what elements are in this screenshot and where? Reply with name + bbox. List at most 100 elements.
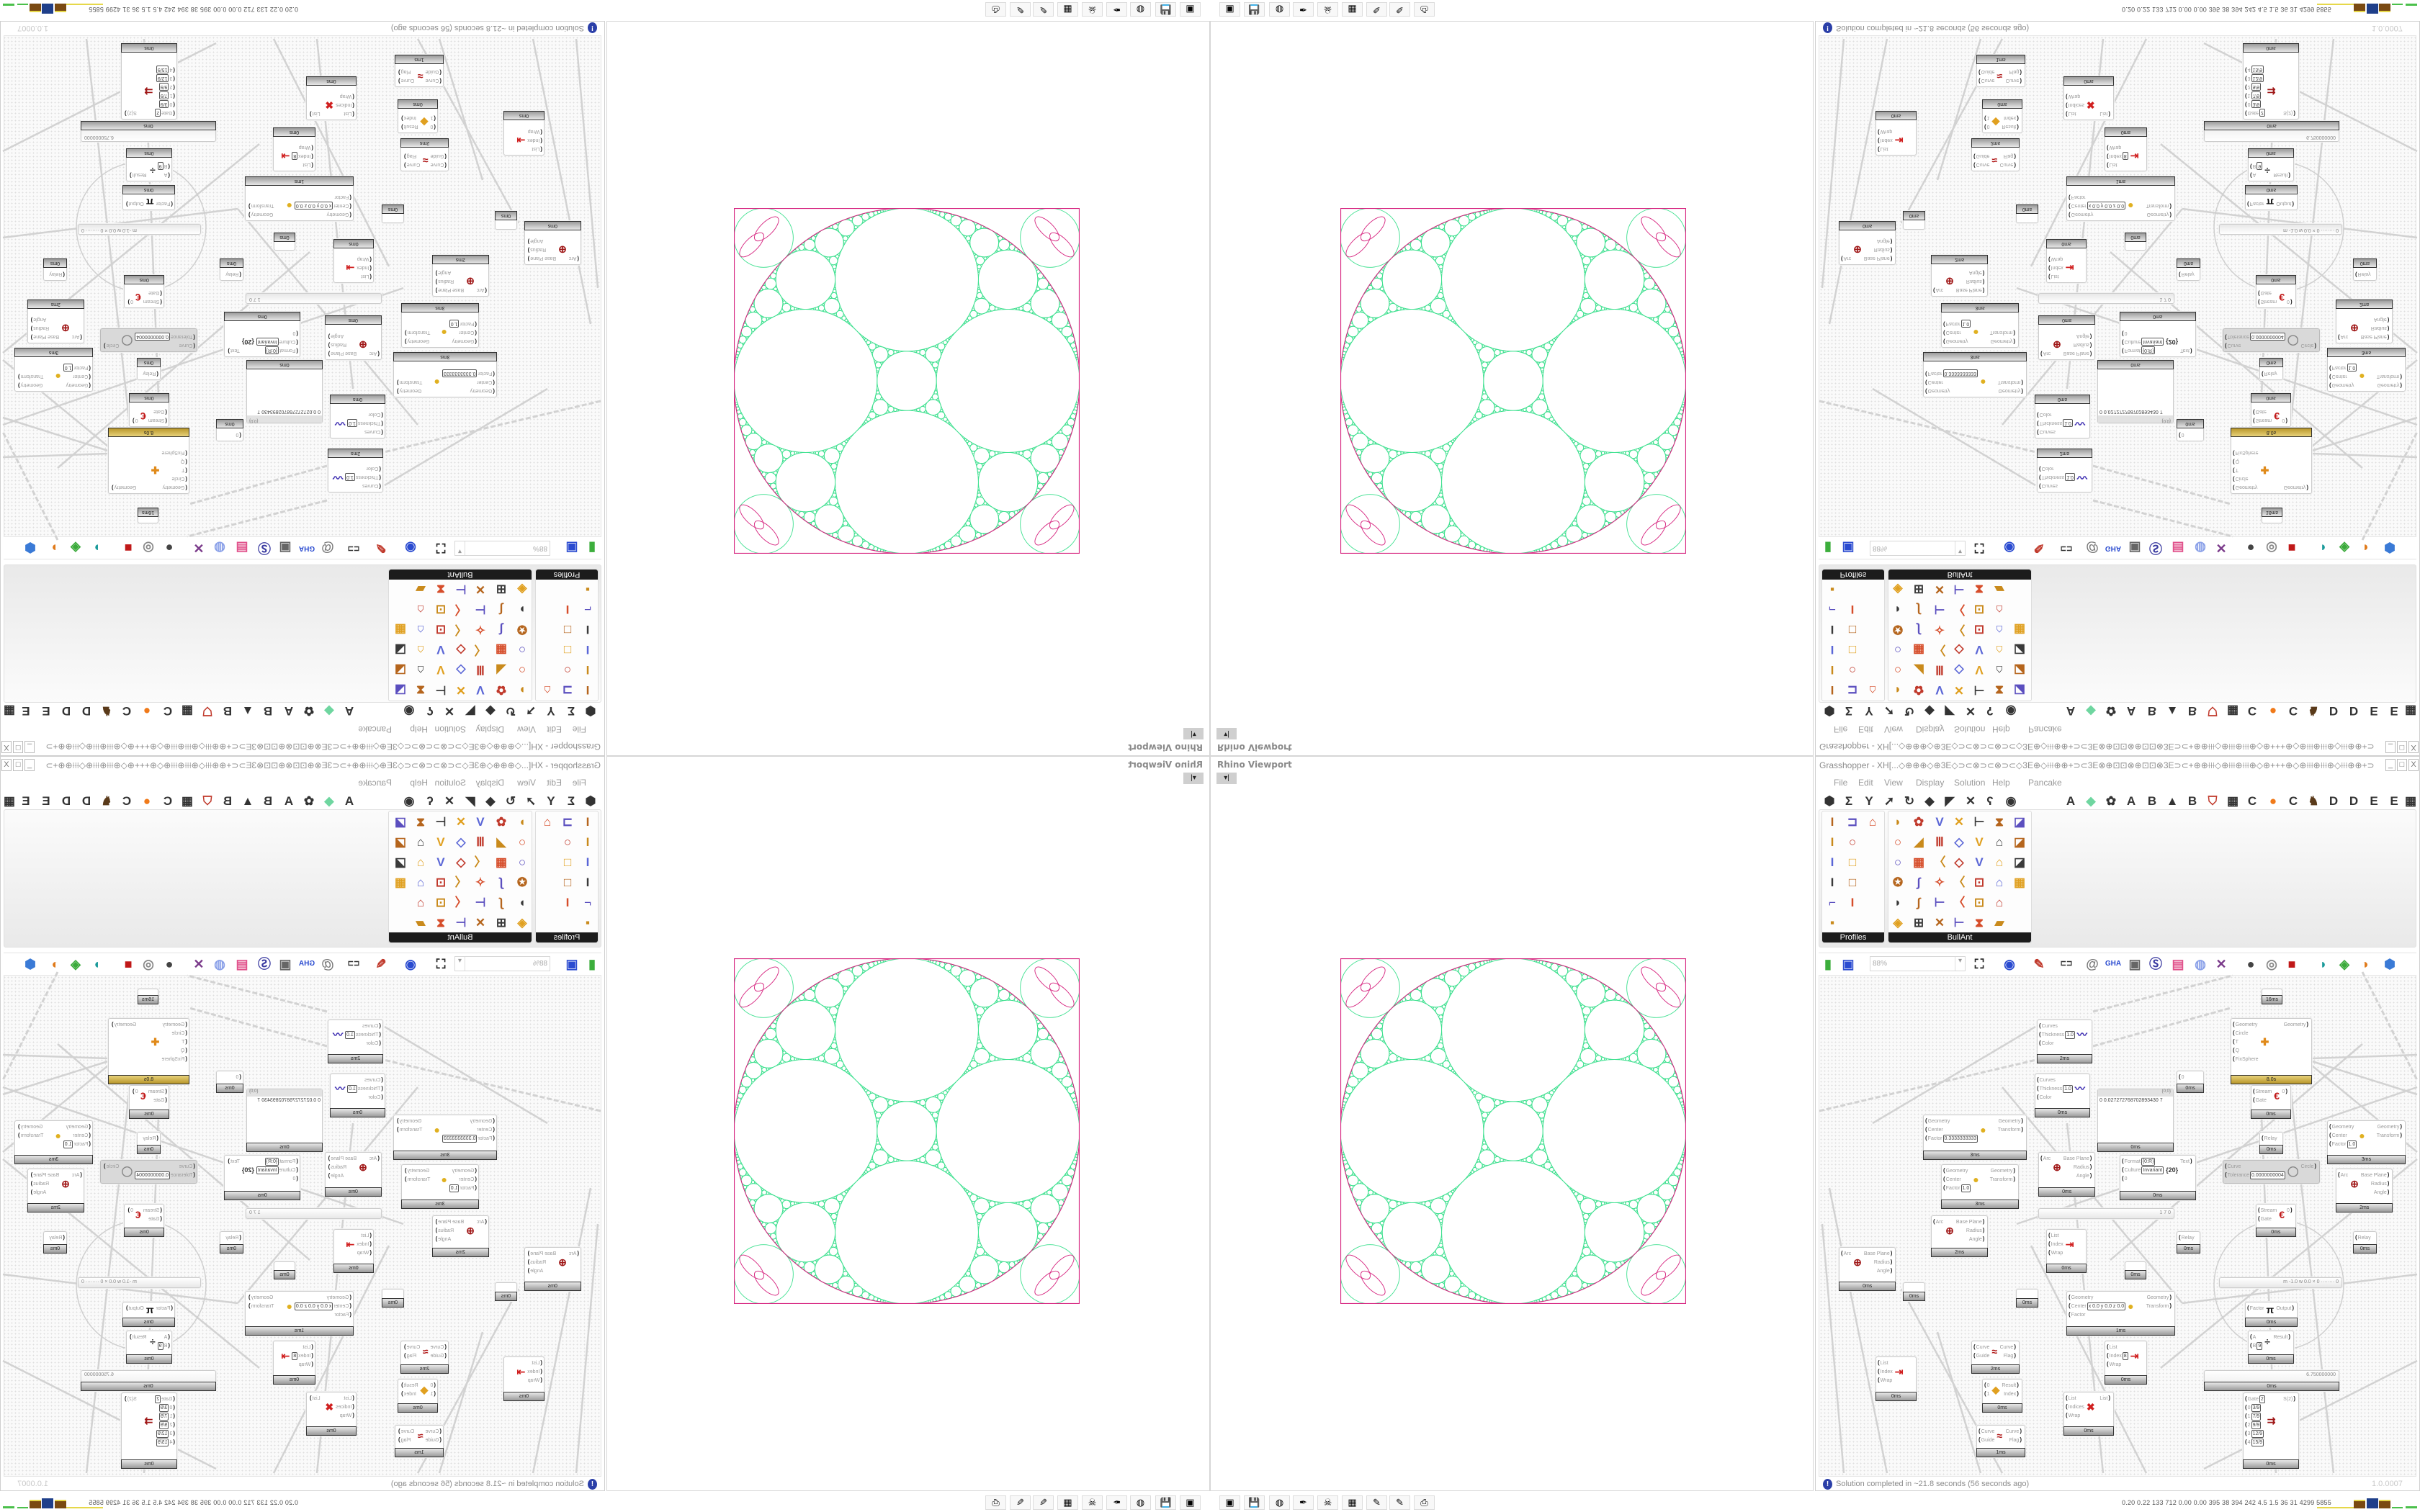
component-icon[interactable]: 〈 bbox=[1953, 623, 1966, 636]
panel-label[interactable]: BullAnt bbox=[1888, 932, 2031, 942]
input-port[interactable]: ( bbox=[1933, 287, 1935, 294]
output-port[interactable]: ) bbox=[2306, 485, 2308, 491]
input-port[interactable]: ( bbox=[239, 271, 241, 278]
input-port[interactable]: ( bbox=[193, 1163, 195, 1169]
component-icon[interactable]: ✿ bbox=[496, 815, 507, 829]
output-port[interactable]: ) bbox=[2089, 333, 2092, 340]
component-icon[interactable]: ∫ bbox=[499, 876, 503, 889]
output-port[interactable]: ) bbox=[401, 124, 403, 130]
package-icon[interactable]: ▤ bbox=[2172, 957, 2184, 971]
balloon-icon[interactable]: ◍ bbox=[2195, 541, 2206, 555]
input-value[interactable]: 1.0 bbox=[1960, 320, 1971, 328]
input-port[interactable]: ( bbox=[2338, 1171, 2340, 1178]
ribbon-tab[interactable]: ⛉ bbox=[202, 704, 212, 718]
notepad-icon[interactable]: ✎ bbox=[1389, 2, 1410, 17]
component-icon[interactable]: ✕ bbox=[1953, 815, 1965, 829]
floppy-64-icon[interactable]: 💾 bbox=[1244, 1495, 1265, 1510]
input-port[interactable]: ( bbox=[2066, 1403, 2068, 1410]
blue-gem-icon[interactable]: ⬢ bbox=[2384, 957, 2396, 971]
ribbon-tab[interactable]: D bbox=[2329, 704, 2339, 718]
component-icon[interactable]: ◈ bbox=[517, 582, 527, 596]
input-value[interactable]: 15/9 bbox=[156, 1439, 169, 1446]
cross-icon[interactable]: ✕ bbox=[444, 794, 455, 808]
sphere-icon[interactable]: ◑ bbox=[2360, 957, 2369, 971]
component-icon[interactable]: ▪ bbox=[585, 916, 591, 930]
component-icon[interactable]: ◪ bbox=[394, 855, 407, 869]
component-icon[interactable]: ⊞ bbox=[1913, 916, 1924, 930]
component-icon[interactable]: ⊡ bbox=[1973, 876, 1985, 889]
blue-gem-icon[interactable]: ⬢ bbox=[24, 541, 36, 555]
input-port[interactable]: ( bbox=[444, 1344, 447, 1350]
component-node[interactable]: (List (Index (Wrap ⇥ 0ms bbox=[333, 1229, 374, 1273]
input-value[interactable]: 9/9 bbox=[2251, 83, 2262, 91]
component-icon[interactable]: ◗ bbox=[518, 683, 526, 697]
component-node[interactable]: (Relay 0ms bbox=[137, 358, 161, 380]
component-icon[interactable]: ○ bbox=[1894, 835, 1902, 849]
input-value[interactable]: 7/9 bbox=[158, 1413, 169, 1421]
firefox-icon[interactable]: ◍ bbox=[1269, 1495, 1290, 1510]
input-value[interactable]: 9 bbox=[157, 162, 163, 170]
menu-solution[interactable]: Solution bbox=[434, 724, 466, 734]
save-icon[interactable]: ▣ bbox=[565, 957, 578, 971]
component-icon[interactable]: ◢ bbox=[496, 835, 506, 849]
minimize-button[interactable]: _ bbox=[24, 741, 35, 753]
output-port[interactable]: ) bbox=[2400, 374, 2402, 380]
hexagon-icon[interactable]: ⬢ bbox=[1824, 704, 1835, 718]
input-port[interactable]: ( bbox=[1943, 1167, 1945, 1174]
ribbon-tab[interactable]: ♞ bbox=[101, 704, 112, 718]
input-value[interactable]: 12/9 bbox=[2251, 1430, 2264, 1438]
menu-view[interactable]: View bbox=[1884, 724, 1903, 734]
input-port[interactable]: ( bbox=[239, 432, 241, 438]
arrow-icon[interactable]: ➚ bbox=[525, 704, 537, 718]
menu-pancake[interactable]: Pancake bbox=[358, 778, 392, 788]
component-icon[interactable]: ○ bbox=[1848, 835, 1857, 849]
green-shape-icon[interactable]: ◈ bbox=[71, 957, 81, 971]
component-icon[interactable]: V bbox=[436, 835, 445, 849]
input-port[interactable]: ( bbox=[2179, 1234, 2181, 1241]
input-port[interactable]: ( bbox=[2245, 1421, 2247, 1428]
component-node[interactable]: (Geometry (Circle (T (Q (FixSphere ✚ Geometry)… bbox=[108, 1018, 189, 1084]
component-node[interactable]: (Geometry (Circle (T (Q (FixSphere ✚ Geometry)… bbox=[2231, 428, 2312, 494]
input-port[interactable]: ( bbox=[239, 1074, 241, 1080]
output-port[interactable]: ) bbox=[2387, 1171, 2390, 1178]
input-port[interactable]: ( bbox=[493, 1135, 495, 1141]
component-node[interactable]: 0ms bbox=[495, 211, 517, 230]
input-port[interactable]: ( bbox=[2329, 382, 2331, 389]
input-port[interactable]: ( bbox=[1841, 256, 1843, 262]
component-icon[interactable] bbox=[393, 915, 408, 931]
component-icon[interactable]: ▦ bbox=[495, 643, 508, 657]
ribbon-tab[interactable]: ♞ bbox=[101, 794, 112, 808]
component-icon[interactable]: ✪ bbox=[1892, 623, 1904, 636]
hook-icon[interactable]: ʕ bbox=[426, 794, 434, 808]
output-port[interactable]: ) bbox=[2314, 343, 2317, 349]
cross-icon[interactable]: ✕ bbox=[1965, 704, 1976, 718]
output-port[interactable]: ) bbox=[2288, 172, 2290, 179]
input-port[interactable]: ( bbox=[439, 78, 442, 84]
gha-icon[interactable]: GHA bbox=[2105, 544, 2122, 552]
output-port[interactable]: ) bbox=[2013, 338, 2015, 345]
input-port[interactable]: ( bbox=[311, 1361, 313, 1367]
menu-solution[interactable]: Solution bbox=[1954, 778, 1986, 788]
input-port[interactable]: ( bbox=[173, 84, 175, 91]
ribbon-tab[interactable]: ▲ bbox=[2166, 794, 2179, 808]
output-port[interactable]: ) bbox=[527, 1259, 530, 1265]
input-port[interactable]: ( bbox=[160, 1207, 162, 1213]
output-port[interactable]: ) bbox=[30, 334, 33, 341]
component-icon[interactable]: V bbox=[1935, 683, 1944, 697]
maximize-button[interactable]: □ bbox=[2397, 759, 2407, 771]
input-port[interactable]: ( bbox=[434, 115, 436, 122]
printer-icon[interactable]: ⎙ bbox=[985, 1495, 1006, 1510]
component-icon[interactable]: □ bbox=[563, 855, 572, 869]
sigma-icon[interactable]: Σ bbox=[1845, 794, 1853, 808]
preview-wire-icon[interactable]: ◎ bbox=[2266, 541, 2277, 555]
ribbon-tab[interactable]: A bbox=[2066, 794, 2076, 808]
output-port[interactable]: ) bbox=[2314, 1163, 2317, 1169]
input-port[interactable]: ( bbox=[2258, 299, 2260, 305]
firefox-icon[interactable]: ◍ bbox=[1269, 2, 1290, 17]
input-port[interactable]: ( bbox=[2069, 1302, 2071, 1309]
component-node[interactable]: (List (Indices (Wrap ✖ List) 0ms bbox=[2063, 76, 2114, 120]
input-value[interactable]: 12/9 bbox=[2251, 74, 2264, 82]
